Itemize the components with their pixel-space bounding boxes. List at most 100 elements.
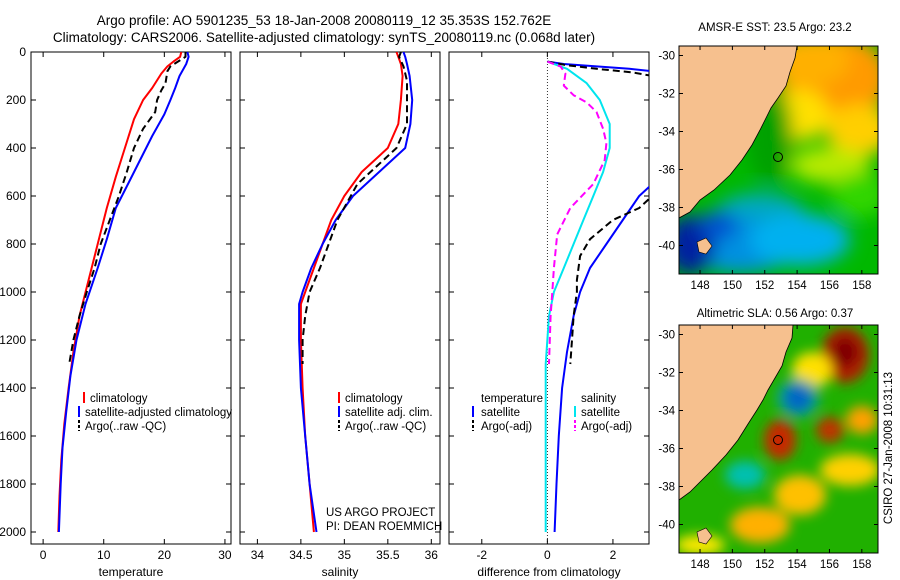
depth-tick-label: 600 [6,189,26,203]
sst-map-ytick-label: -34 [658,127,675,139]
legend-label-satellite: satellite adj. clim. [345,407,433,419]
depth-tick-label: 0 [19,45,26,59]
sla-map-ytick-label: -36 [658,444,675,456]
difference-series-salinity-satellite [544,60,611,532]
legend-label-temp-satellite: satellite [481,407,520,419]
sst-field [679,46,878,274]
temperature-xtick-label: 20 [158,548,172,562]
pi-label: PI: DEAN ROEMMICH [326,521,442,533]
sla-map-ytick-label: -32 [658,368,675,380]
sla-map-ytick-label: -34 [658,406,675,418]
credit-label: CSIRO 27-Jan-2008 10:31:13 [883,372,895,524]
legend-label-sal-argo: Argo(-adj) [581,421,632,433]
depth-tick-label: 1800 [0,477,26,491]
sla-tasmania [696,527,713,545]
sla-map-ytick-label: -30 [658,330,675,342]
salinity-series-argo-raw-qc- [301,52,408,364]
sla-map-xtick-label: 152 [755,559,774,571]
sst-tasmania [696,237,713,255]
temperature-axes [30,51,232,545]
difference-xlabel: difference from climatology [477,565,620,579]
salinity-series-climatology [299,52,404,533]
legend-label-satellite: satellite-adjusted climatology [85,407,232,419]
sst-map-ytick-label: -36 [658,165,675,177]
legend-label-climatology: climatology [345,393,403,405]
sla-float-marker [773,435,783,445]
salinity-panel: 34 34.5 35 35.5 36 [239,51,441,562]
depth-tick-label: 2000 [0,525,26,539]
legend-label-climatology: climatology [90,393,148,405]
project-label: US ARGO PROJECT [326,507,435,519]
legend-label-argo: Argo(..raw -QC) [345,421,426,433]
difference-legend: temperature satellite Argo(-adj) salinit… [472,393,632,433]
title-line-2: Climatology: CARS2006. Satellite-adjuste… [52,30,596,45]
title-line-1: Argo profile: AO 5901235_53 18-Jan-2008 … [96,13,552,28]
sla-map-xtick-label: 154 [788,559,808,571]
salinity-xtick-label: 35 [338,548,352,562]
legend-label-sal-satellite: satellite [581,407,620,419]
sst-map-xtick-label: 150 [723,280,742,292]
sla-map-ytick-label: -40 [658,520,675,532]
depth-tick-label: 400 [6,141,26,155]
difference-xtick-label: -2 [476,548,487,562]
salinity-xtick-label: 34 [251,548,265,562]
sst-map-xtick-label: 148 [690,280,709,292]
depth-tick-label: 200 [6,93,26,107]
sst-land [679,46,798,219]
difference-xtick-label: 2 [610,548,617,562]
sla-map-xtick-label: 148 [690,559,709,571]
sla-map-xtick-label: 150 [723,559,742,571]
difference-series-temperature-argo-adj- [547,60,649,365]
sla-map-xtick-label: 156 [820,559,839,571]
salinity-xtick-label: 34.5 [289,548,313,562]
sla-map-ytick-label: -38 [658,482,675,494]
temperature-xlabel: temperature [99,565,164,579]
legend-title-salinity: salinity [581,393,616,405]
sst-map-ytick-label: -38 [658,203,675,215]
depth-tick-label: 1400 [0,381,26,395]
depth-tick-label: 1000 [0,285,26,299]
temperature-xtick-label: 10 [97,548,111,562]
sst-map-ytick-label: -32 [658,89,675,101]
depth-tick-label: 1200 [0,333,26,347]
legend-label-temp-argo: Argo(-adj) [481,421,532,433]
temperature-xtick-label: 0 [40,548,47,562]
salinity-axes [239,51,441,545]
salinity-xlabel: salinity [322,565,359,579]
difference-axes [448,51,650,545]
temperature-legend: climatology satellite-adjusted climatolo… [78,392,232,433]
depth-tick-label: 1600 [0,429,26,443]
sst-map: AMSR-E SST: 23.5 Argo: 23.2 148 [658,22,879,292]
salinity-xtick-label: 36 [425,548,439,562]
sst-map-xtick-label: 152 [755,280,774,292]
sst-map-xtick-label: 154 [788,280,808,292]
temperature-xtick-label: 30 [218,548,232,562]
sla-map-xtick-label: 158 [852,559,871,571]
sst-map-xtick-label: 156 [820,280,839,292]
salinity-xtick-label: 35.5 [376,548,400,562]
depth-tick-label: 800 [6,237,26,251]
difference-panel: -2 0 2 [448,51,650,562]
temperature-series-satellite-adjusted-climatology [57,52,190,533]
sla-field [679,325,878,553]
figure-title: Argo profile: AO 5901235_53 18-Jan-2008 … [0,12,648,46]
sla-map-title: Altimetric SLA: 0.56 Argo: 0.37 [697,308,854,320]
sst-map-ytick-label: -30 [658,51,675,63]
salinity-legend: climatology satellite adj. clim. Argo(..… [338,392,433,433]
sst-float-marker [773,152,783,162]
difference-series-temperature-satellite [547,60,649,533]
difference-xtick-label: 0 [544,548,551,562]
temperature-panel: 0 10 20 30 [30,51,232,562]
sla-land [679,325,794,501]
sst-map-title: AMSR-E SST: 23.5 Argo: 23.2 [698,22,851,34]
salinity-series-satellite-adj-clim- [298,52,414,533]
depth-axis: 0 200 400 600 800 1000 1200 1400 1600 1800 2000 [0,45,26,539]
sst-map-xtick-label: 158 [852,280,871,292]
legend-title-temperature: temperature [481,393,543,405]
difference-series-salinity-argo-adj- [547,60,608,365]
legend-label-argo: Argo(..raw -QC) [85,421,166,433]
sst-map-ytick-label: -40 [658,241,675,253]
temperature-series-argo-raw-qc- [68,52,187,365]
sla-map: Altimetric SLA: 0.56 Argo: 0.37 [658,308,879,571]
